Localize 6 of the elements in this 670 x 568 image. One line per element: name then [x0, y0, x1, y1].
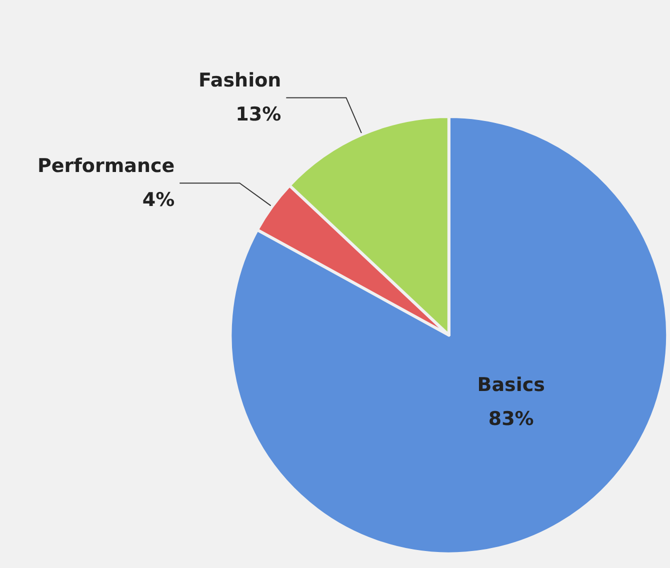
slice-label: Performance: [37, 155, 175, 178]
slice-label: Fashion: [198, 70, 282, 92]
slice-label: Basics: [477, 374, 545, 396]
data-label: 4%: [142, 189, 175, 212]
data-label: 13%: [236, 104, 282, 126]
data-label: 83%: [488, 408, 534, 430]
